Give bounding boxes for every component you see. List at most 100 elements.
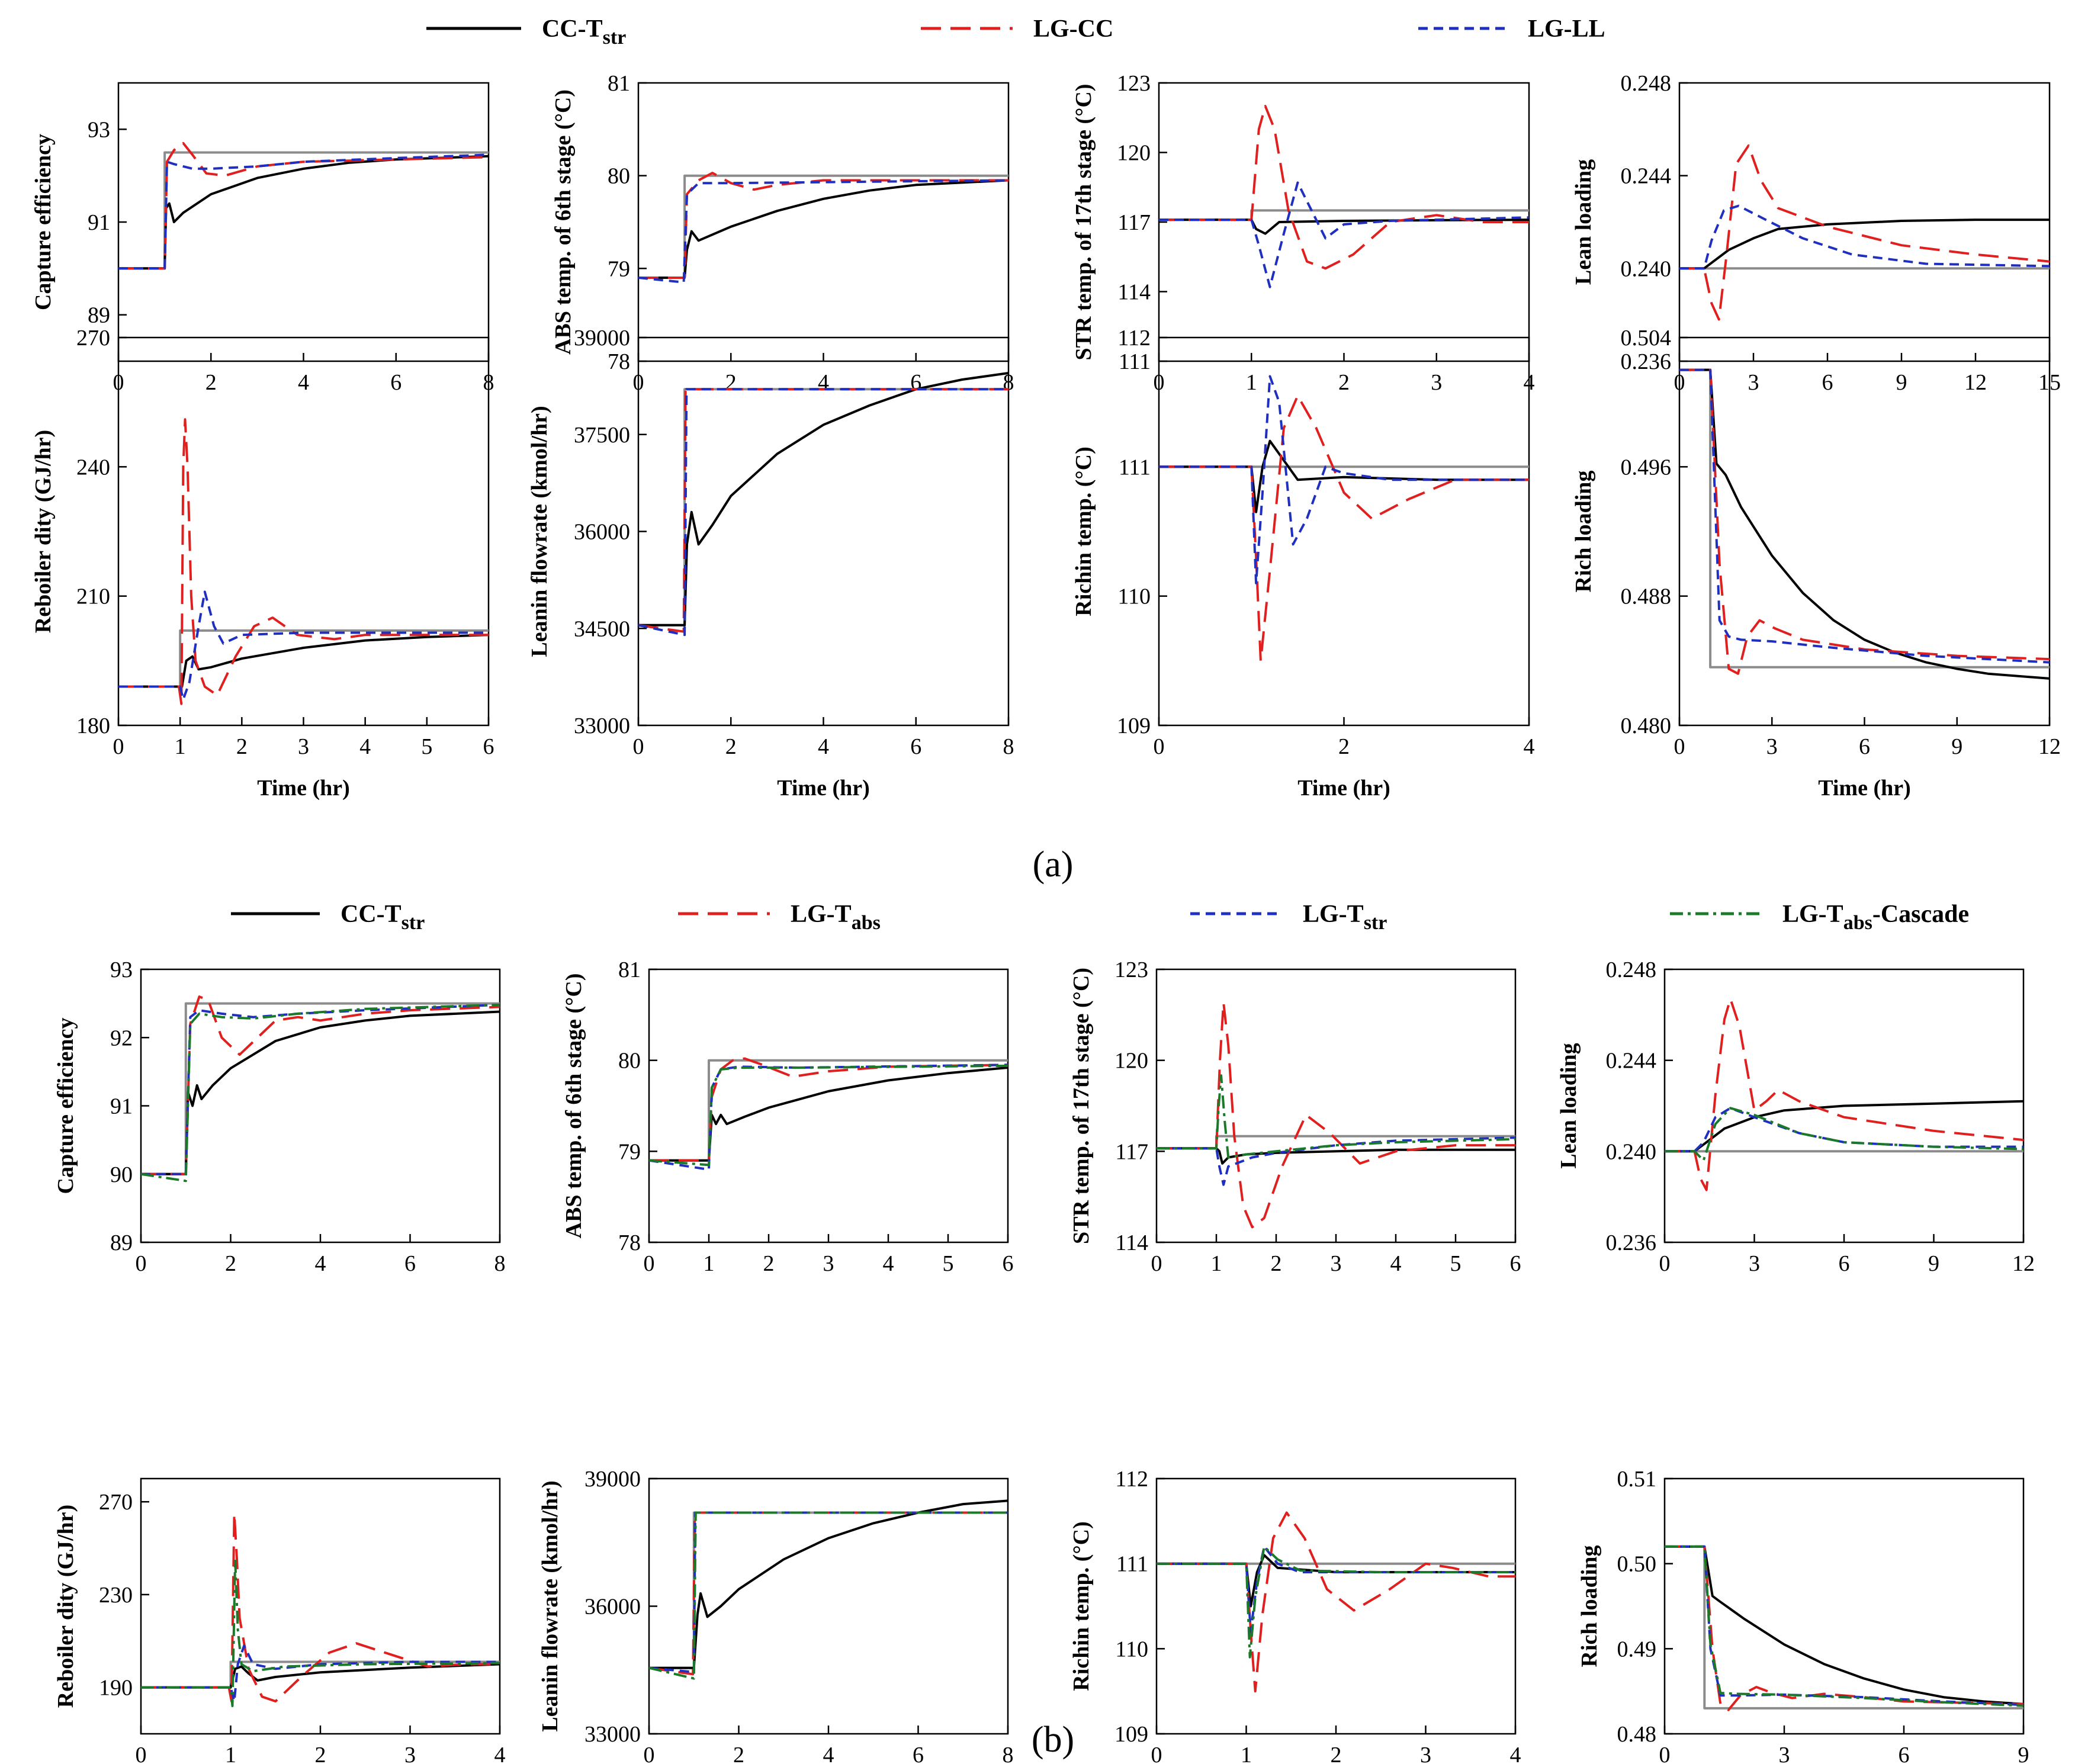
y-tick-label: 240 bbox=[76, 455, 110, 480]
legend-label: LG-CC bbox=[1033, 15, 1113, 43]
x-axis-label: Time (hr) bbox=[777, 776, 870, 801]
plot-frame bbox=[1158, 336, 1530, 727]
y-tick-label: 109 bbox=[1117, 714, 1151, 738]
series-line-lg-cc bbox=[118, 418, 489, 705]
legend-label: CC-Tstr bbox=[542, 15, 626, 49]
series-line-cc-tstr bbox=[1679, 368, 2050, 680]
x-tick-label: 2 bbox=[763, 1251, 775, 1276]
series-group bbox=[118, 418, 489, 705]
y-tick-label: 0.480 bbox=[1621, 714, 1672, 738]
series-group bbox=[649, 1499, 1008, 1680]
y-axis-label: ABS temp. of 6th stage (°C) bbox=[551, 89, 576, 355]
legend-label-sub: abs bbox=[1843, 912, 1872, 934]
y-tick-label: 33000 bbox=[574, 714, 630, 738]
x-tick-label: 8 bbox=[1003, 734, 1014, 759]
y-tick-label: 180 bbox=[76, 714, 110, 738]
y-tick-label: 0.244 bbox=[1621, 164, 1672, 189]
x-tick-label: 6 bbox=[1510, 1251, 1521, 1276]
series-line-lg-tstr bbox=[649, 1511, 1008, 1673]
series-line-lg-tstr bbox=[649, 1063, 1008, 1171]
y-tick-label: 270 bbox=[76, 326, 110, 351]
legend-label-base: LG-CC bbox=[1033, 15, 1113, 43]
x-tick-label: 4 bbox=[823, 1743, 834, 1764]
y-tick-label: 123 bbox=[1117, 71, 1151, 96]
y-tick-label: 80 bbox=[618, 1049, 641, 1074]
y-tick-label: 114 bbox=[1115, 1230, 1148, 1255]
y-tick-label: 117 bbox=[1117, 210, 1151, 235]
x-tick-label: 6 bbox=[910, 734, 921, 759]
y-tick-label: 110 bbox=[1117, 584, 1151, 609]
x-tick-label: 0 bbox=[1659, 1743, 1671, 1764]
series-line-cc-tstr bbox=[649, 1499, 1008, 1669]
x-tick-label: 0 bbox=[633, 734, 644, 759]
series-line-cc-tstr bbox=[118, 155, 489, 270]
x-tick-label: 2 bbox=[225, 1251, 236, 1276]
y-tick-label: 93 bbox=[88, 117, 110, 142]
x-tick-label: 4 bbox=[298, 370, 309, 395]
legend-label: LG-Tabs-Cascade bbox=[1782, 901, 1969, 934]
y-axis-label: ABS temp. of 6th stage (°C) bbox=[561, 973, 586, 1239]
x-tick-label: 0 bbox=[1151, 1251, 1162, 1276]
legend-item: LG-CC bbox=[921, 15, 1113, 43]
x-tick-label: 12 bbox=[1964, 370, 1987, 395]
legend-label-base: CC-T bbox=[341, 901, 401, 928]
legend-label-sub: str bbox=[1364, 912, 1387, 934]
series-line-lg-tabs bbox=[649, 1057, 1008, 1162]
y-tick-label: 123 bbox=[1114, 957, 1148, 982]
y-tick-label: 120 bbox=[1117, 141, 1151, 166]
series-line-lg-tabs bbox=[141, 1512, 500, 1703]
series-group bbox=[1679, 144, 2050, 321]
series-line-lg-tabs-cascade bbox=[1665, 1545, 2023, 1707]
series-line-cc-tstr bbox=[141, 1010, 500, 1175]
y-tick-label: 34500 bbox=[574, 616, 630, 641]
y-tick-label: 0.50 bbox=[1617, 1552, 1657, 1577]
x-tick-label: 3 bbox=[1420, 1743, 1431, 1764]
x-tick-label: 3 bbox=[1766, 734, 1778, 759]
series-line-lg-tabs bbox=[1665, 1545, 2023, 1711]
x-tick-label: 6 bbox=[913, 1743, 924, 1764]
y-tick-label: 210 bbox=[76, 584, 110, 609]
series-line-cc-tstr bbox=[1157, 1147, 1515, 1165]
y-tick-label: 91 bbox=[110, 1094, 133, 1119]
chart-a5: 0 1 2 3 4 5 6 180 210 240 270 Reboiler dity (GJ/hr)… bbox=[31, 326, 494, 801]
y-tick-label: 92 bbox=[110, 1026, 133, 1050]
x-tick-label: 0 bbox=[644, 1743, 655, 1764]
y-axis-label: Richin temp. (°C) bbox=[1069, 1521, 1094, 1691]
legend-item: CC-Tstr bbox=[231, 901, 425, 934]
y-tick-label: 93 bbox=[110, 957, 133, 982]
x-tick-label: 2 bbox=[315, 1743, 326, 1764]
y-tick-label: 80 bbox=[608, 164, 630, 189]
series-group bbox=[1665, 997, 2023, 1191]
y-tick-label: 114 bbox=[1117, 280, 1151, 305]
x-tick-label: 1 bbox=[1211, 1251, 1222, 1276]
y-axis-label: Reboiler dity (GJ/hr) bbox=[31, 430, 56, 633]
x-tick-label: 8 bbox=[1003, 1743, 1014, 1764]
series-line-setpoint bbox=[118, 629, 489, 688]
y-tick-label: 36000 bbox=[584, 1595, 641, 1620]
legend-label-base: LG-LL bbox=[1528, 15, 1605, 43]
series-line-lg-tabs bbox=[1157, 1001, 1515, 1229]
x-tick-label: 3 bbox=[1431, 370, 1442, 395]
x-tick-label: 3 bbox=[823, 1251, 834, 1276]
series-group bbox=[118, 142, 489, 270]
y-tick-label: 0.236 bbox=[1621, 349, 1672, 374]
series-line-lg-tabs bbox=[649, 1511, 1008, 1676]
y-tick-label: 0.48 bbox=[1617, 1722, 1657, 1747]
legend-label-sub: str bbox=[401, 912, 425, 934]
y-tick-label: 0.504 bbox=[1621, 326, 1672, 351]
y-tick-label: 79 bbox=[618, 1139, 641, 1164]
series-line-lg-ll bbox=[1159, 375, 1529, 584]
x-tick-label: 2 bbox=[1338, 734, 1350, 759]
y-axis-label: Capture efficiency bbox=[31, 134, 56, 310]
legend-label-suffix: -Cascade bbox=[1872, 901, 1969, 928]
plot-frame bbox=[648, 1477, 1009, 1735]
series-line-lg-ll bbox=[1679, 368, 2050, 664]
x-tick-label: 4 bbox=[494, 1743, 506, 1764]
x-axis-label: Time (hr) bbox=[1297, 776, 1390, 801]
x-tick-label: 6 bbox=[1899, 1743, 1910, 1764]
y-tick-label: 81 bbox=[618, 957, 641, 982]
y-axis-label: Lean loading bbox=[1571, 159, 1596, 285]
